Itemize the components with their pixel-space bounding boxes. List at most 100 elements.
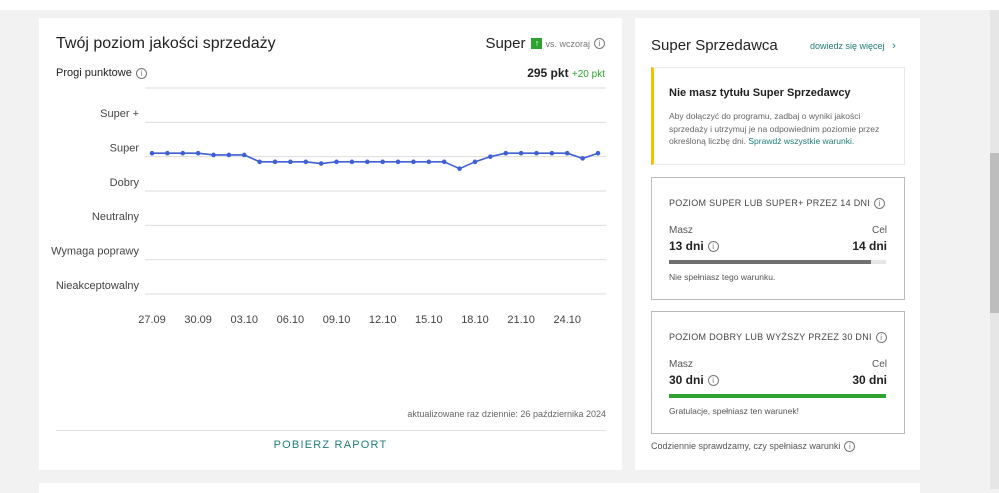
current: 13 dni i	[669, 239, 719, 253]
sidebar-footer: Codziennie sprawdzamy, czy spełniasz war…	[651, 441, 856, 453]
info-icon[interactable]: i	[875, 332, 887, 344]
condition: POZIOM DOBRY LUB WYŻSZY PRZEZ 30 DNI i Ma…	[651, 311, 905, 434]
point	[411, 159, 416, 165]
have-label: Masz	[669, 225, 693, 236]
y-tick-label: Wymaga poprawy	[51, 246, 139, 258]
x-tick-label: 30.09	[184, 314, 212, 326]
condition-title: POZIOM SUPER LUB SUPER+ PRZEZ 14 DNI i	[669, 198, 886, 210]
goal: 14 dni	[852, 239, 887, 253]
point	[165, 150, 170, 156]
progress-track	[669, 394, 886, 398]
chart-title: Twój poziom jakości sprzedaży	[56, 35, 276, 52]
point	[426, 159, 432, 165]
points-change: +20 pkt	[571, 69, 605, 80]
chart: Nieakceptowalny Wymaga poprawy Neutralny Do…	[51, 87, 606, 326]
point	[226, 152, 232, 158]
info-icon[interactable]: i	[594, 38, 605, 49]
divider	[56, 430, 606, 431]
x-tick-label: 06.10	[277, 314, 305, 326]
point	[272, 159, 278, 165]
progress-bar	[669, 260, 871, 264]
up-icon: ↑	[531, 38, 543, 49]
point	[380, 159, 385, 165]
more-link[interactable]: dowiedz się więcej ›	[810, 40, 896, 52]
level-text: Super	[485, 35, 526, 52]
point	[503, 150, 509, 156]
info-icon[interactable]: i	[707, 375, 719, 387]
point	[365, 159, 370, 165]
x-tick-label: 09.10	[323, 314, 351, 326]
point	[257, 159, 262, 165]
super-seller-card: Super Sprzedawca dowiedz się więcej › Ni…	[635, 18, 920, 470]
more-link-text[interactable]: dowiedz się więcej	[810, 41, 885, 51]
sidebar-title: Super Sprzedawca	[651, 37, 778, 54]
point	[518, 150, 524, 156]
notice-body: Aby dołączyć do programu, zadbaj o wynik…	[669, 110, 884, 148]
x-tick-label: 03.10	[231, 314, 259, 326]
point	[595, 150, 601, 156]
info-icon[interactable]: i	[707, 241, 719, 253]
point	[534, 150, 539, 156]
footer-text: Codziennie sprawdzamy, czy spełniasz war…	[651, 441, 841, 451]
point	[180, 150, 186, 156]
goal-label: Cel	[871, 359, 887, 370]
scrollbar	[990, 10, 999, 489]
point	[457, 166, 462, 171]
point	[241, 152, 247, 158]
x-tick-label: 12.10	[369, 314, 397, 326]
point	[441, 159, 447, 165]
point	[349, 159, 355, 165]
status: Gratulacje, spełniasz ten warunek!	[669, 406, 799, 416]
point	[288, 159, 293, 165]
x-tick-label: 24.10	[553, 314, 581, 326]
toolbar-strip	[0, 0, 999, 10]
current: 30 dni i	[669, 373, 719, 387]
notice-title: Nie masz tytułu Super Sprzedawcy	[669, 87, 851, 99]
comparison: vs. wczoraj	[545, 38, 590, 49]
y-tick-label: Dobry	[110, 177, 140, 189]
y-tick-label: Neutralny	[92, 211, 140, 223]
goal-label: Cel	[871, 225, 887, 236]
progress-bar	[669, 394, 886, 398]
x-tick-label: 21.10	[507, 314, 535, 326]
points-label: Progi punktowe i	[56, 67, 147, 79]
current-text: 13 dni	[669, 239, 704, 253]
point	[580, 156, 585, 161]
point	[395, 159, 401, 165]
x-tick-label: 27.09	[138, 314, 166, 326]
point	[488, 154, 493, 159]
quality-card: Twój poziom jakości sprzedaży Super ↑ vs…	[39, 18, 622, 470]
series-line	[152, 152, 599, 170]
level: Super ↑ vs. wczoraj i	[485, 35, 605, 52]
condition-title-text: POZIOM SUPER LUB SUPER+ PRZEZ 14 DNI	[669, 198, 871, 208]
next-card	[39, 483, 920, 493]
condition-title: POZIOM DOBRY LUB WYŻSZY PRZEZ 30 DNI i	[669, 332, 887, 344]
point	[334, 159, 339, 165]
condition-title-text: POZIOM DOBRY LUB WYŻSZY PRZEZ 30 DNI	[669, 332, 872, 342]
progress-track	[669, 260, 886, 264]
y-tick-label: Super +	[100, 108, 139, 120]
info-icon[interactable]: i	[874, 198, 886, 210]
download-button[interactable]: POBIERZ RAPORT	[273, 439, 388, 451]
goal: 30 dni	[852, 373, 887, 387]
updated: aktualizowane raz dziennie: 26 październ…	[407, 409, 606, 419]
current-text: 30 dni	[669, 373, 704, 387]
points-label-text: Progi punktowe	[56, 67, 132, 79]
point	[195, 150, 201, 156]
point	[472, 159, 478, 165]
info-icon[interactable]: i	[135, 67, 147, 79]
point	[549, 150, 555, 156]
status: Nie spełniasz tego warunku.	[669, 272, 776, 282]
notice: Nie masz tytułu Super Sprzedawcy Aby doł…	[651, 67, 905, 165]
point	[149, 150, 155, 156]
notice-text: Aby dołączyć do programu, zadbaj o wynik…	[669, 111, 880, 146]
info-icon[interactable]: i	[844, 441, 856, 453]
x-tick-label: 15.10	[415, 314, 443, 326]
notice-link[interactable]: Sprawdź wszystkie warunki.	[748, 136, 855, 146]
y-tick-label: Nieakceptowalny	[56, 280, 140, 292]
have-label: Masz	[669, 359, 693, 370]
x-tick-label: 18.10	[461, 314, 489, 326]
y-tick-label: Super	[110, 143, 140, 155]
condition: POZIOM SUPER LUB SUPER+ PRZEZ 14 DNI i Ma…	[651, 177, 905, 300]
